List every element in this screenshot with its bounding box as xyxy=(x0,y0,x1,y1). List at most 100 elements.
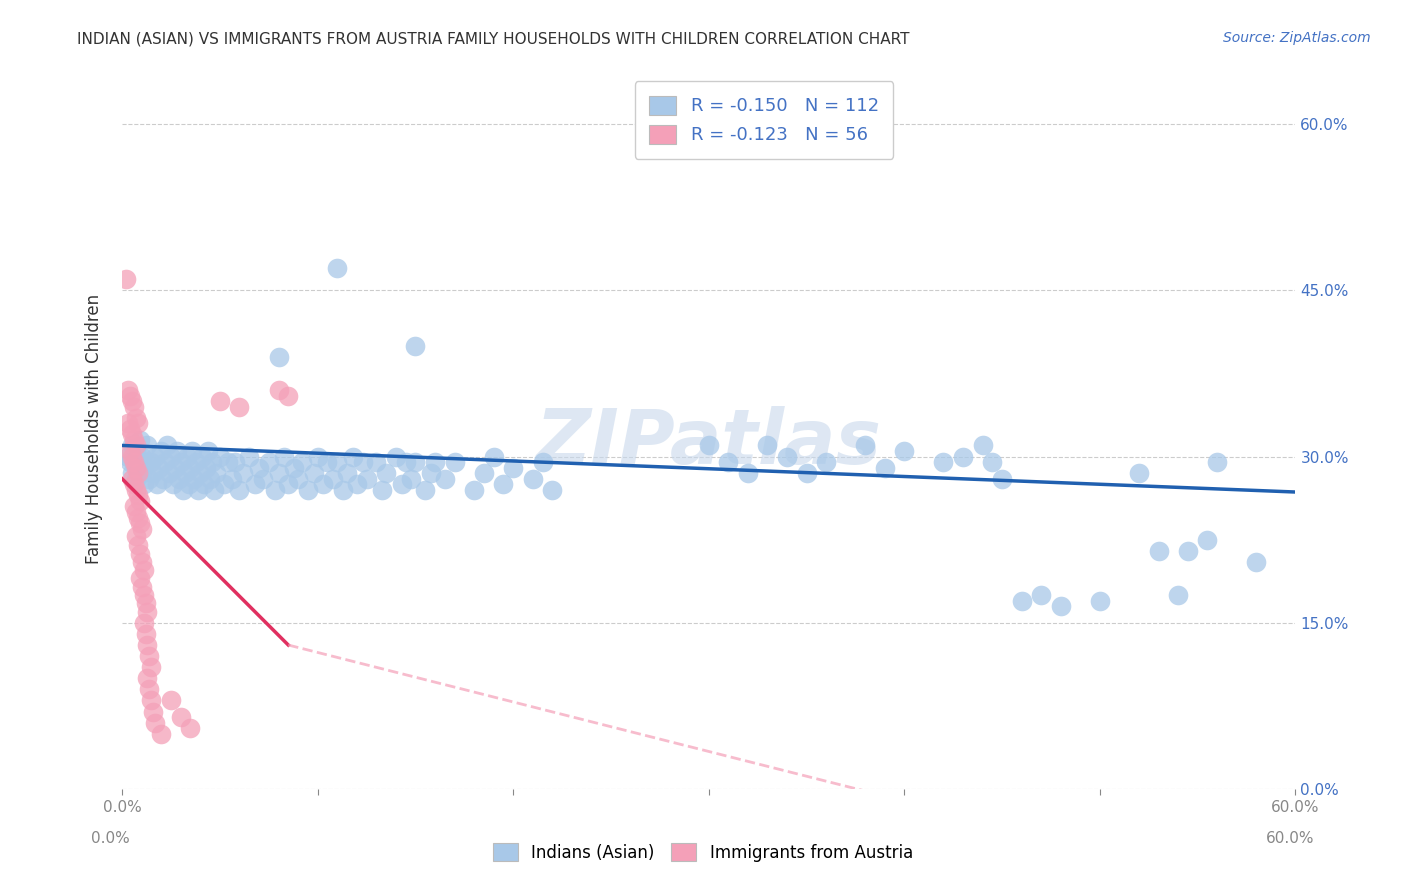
Point xyxy=(472,466,495,480)
Point xyxy=(312,477,335,491)
Point xyxy=(1206,455,1229,469)
Point xyxy=(1128,466,1150,480)
Text: 0.0%: 0.0% xyxy=(91,831,131,847)
Point xyxy=(991,472,1014,486)
Point xyxy=(132,615,155,630)
Point xyxy=(179,721,201,735)
Point xyxy=(342,450,364,464)
Point xyxy=(326,455,349,469)
Point xyxy=(127,510,149,524)
Point xyxy=(195,460,218,475)
Point xyxy=(141,660,163,674)
Point xyxy=(128,516,150,530)
Point xyxy=(170,455,193,469)
Point xyxy=(187,483,209,497)
Point xyxy=(131,522,153,536)
Point xyxy=(163,460,186,475)
Point xyxy=(127,417,149,431)
Point xyxy=(143,450,166,464)
Point xyxy=(287,472,309,486)
Point xyxy=(122,400,145,414)
Point xyxy=(148,460,170,475)
Point xyxy=(193,477,215,491)
Point xyxy=(366,455,388,469)
Point xyxy=(932,455,955,469)
Point xyxy=(186,455,208,469)
Point xyxy=(136,605,159,619)
Point xyxy=(796,466,818,480)
Point xyxy=(522,472,544,486)
Point xyxy=(1049,599,1071,614)
Point xyxy=(121,438,143,452)
Point xyxy=(177,477,200,491)
Point xyxy=(263,483,285,497)
Point xyxy=(492,477,515,491)
Point xyxy=(197,444,219,458)
Point xyxy=(332,483,354,497)
Legend: R = -0.150   N = 112, R = -0.123   N = 56: R = -0.150 N = 112, R = -0.123 N = 56 xyxy=(634,81,893,159)
Point xyxy=(291,455,314,469)
Point xyxy=(238,450,260,464)
Point xyxy=(156,438,179,452)
Point xyxy=(131,555,153,569)
Point xyxy=(375,466,398,480)
Point xyxy=(128,494,150,508)
Point xyxy=(122,477,145,491)
Point xyxy=(277,477,299,491)
Point xyxy=(127,488,149,502)
Point xyxy=(198,472,221,486)
Y-axis label: Family Households with Children: Family Households with Children xyxy=(86,293,103,564)
Point xyxy=(232,466,254,480)
Point xyxy=(125,529,148,543)
Point xyxy=(756,438,779,452)
Point xyxy=(131,450,153,464)
Point xyxy=(502,460,524,475)
Point xyxy=(160,450,183,464)
Text: ZIPatlas: ZIPatlas xyxy=(536,406,882,480)
Point xyxy=(117,417,139,431)
Point xyxy=(173,466,195,480)
Point xyxy=(257,455,280,469)
Point xyxy=(893,444,915,458)
Point xyxy=(122,455,145,469)
Point xyxy=(717,455,740,469)
Point xyxy=(122,455,145,469)
Point xyxy=(420,466,443,480)
Point xyxy=(228,400,250,414)
Point xyxy=(212,477,235,491)
Point xyxy=(352,455,374,469)
Point xyxy=(146,477,169,491)
Point xyxy=(138,682,160,697)
Point xyxy=(482,450,505,464)
Point xyxy=(118,388,141,402)
Point xyxy=(141,455,163,469)
Point xyxy=(205,466,228,480)
Point xyxy=(423,455,446,469)
Point xyxy=(127,538,149,552)
Point xyxy=(873,460,896,475)
Point xyxy=(404,339,426,353)
Point xyxy=(394,455,416,469)
Point xyxy=(128,572,150,586)
Point xyxy=(202,483,225,497)
Legend: Indians (Asian), Immigrants from Austria: Indians (Asian), Immigrants from Austria xyxy=(485,835,921,871)
Point xyxy=(283,460,305,475)
Point xyxy=(404,455,426,469)
Point xyxy=(125,410,148,425)
Point xyxy=(981,455,1004,469)
Point xyxy=(1031,588,1053,602)
Point xyxy=(141,693,163,707)
Point xyxy=(128,547,150,561)
Point xyxy=(142,705,165,719)
Point xyxy=(224,455,246,469)
Point xyxy=(122,500,145,514)
Text: INDIAN (ASIAN) VS IMMIGRANTS FROM AUSTRIA FAMILY HOUSEHOLDS WITH CHILDREN CORREL: INDIAN (ASIAN) VS IMMIGRANTS FROM AUSTRI… xyxy=(77,31,910,46)
Point xyxy=(138,649,160,664)
Point xyxy=(153,455,176,469)
Point xyxy=(132,563,155,577)
Point xyxy=(118,422,141,436)
Point xyxy=(776,450,799,464)
Point xyxy=(157,466,180,480)
Point xyxy=(267,383,290,397)
Point xyxy=(170,710,193,724)
